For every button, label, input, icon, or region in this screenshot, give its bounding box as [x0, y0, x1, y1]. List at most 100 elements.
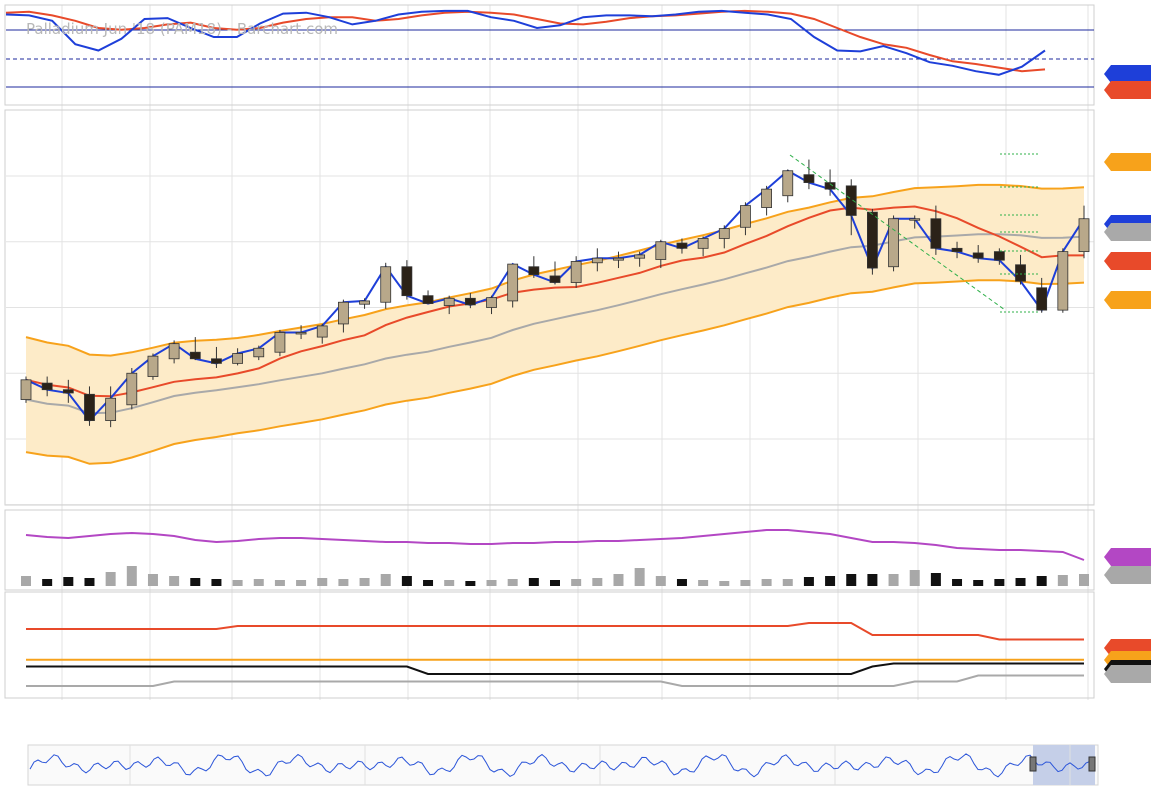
fibonacci-retracement — [789, 153, 1040, 313]
volume-bar — [21, 576, 31, 586]
value-badge — [1104, 153, 1151, 171]
volume-bar — [846, 574, 857, 586]
volume-bar — [655, 576, 666, 586]
cot-panel[interactable] — [26, 622, 1084, 687]
volume-bar — [592, 578, 603, 586]
volume-bar — [190, 578, 201, 586]
price-panel[interactable] — [20, 159, 1090, 465]
candle — [20, 379, 32, 400]
volume-bar — [507, 579, 518, 586]
volume-bar — [613, 574, 624, 586]
candle — [549, 275, 561, 283]
stochastic-panel[interactable] — [5, 9, 1094, 88]
candle — [62, 389, 74, 394]
candle — [422, 295, 434, 304]
volume-bar — [274, 580, 285, 586]
candle — [740, 205, 751, 228]
volume-bar — [63, 577, 74, 586]
volume-bar — [909, 570, 920, 586]
panel-border — [4, 591, 1095, 699]
value-badge — [1104, 223, 1151, 241]
volume-bar — [1015, 578, 1026, 586]
candle — [126, 372, 138, 406]
panel-borders — [4, 4, 1095, 699]
volume-bar — [1036, 576, 1047, 586]
cot-other — [26, 674, 1084, 687]
volume-bar — [825, 576, 836, 586]
volume-bar — [740, 580, 751, 586]
volume-bar — [317, 578, 328, 586]
volume-bar — [994, 579, 1005, 586]
volume-bar — [867, 574, 878, 586]
volume-bar — [147, 574, 158, 586]
value-badge — [1104, 566, 1151, 584]
candle — [401, 266, 413, 297]
candle — [930, 218, 942, 249]
candle — [697, 238, 709, 249]
panel-border — [4, 109, 1095, 506]
candle — [845, 185, 857, 216]
bollinger-band-fill — [26, 184, 1084, 464]
volume-bar — [126, 566, 137, 586]
candle — [951, 247, 963, 253]
volume-bar — [444, 580, 455, 586]
volume-bar — [232, 580, 243, 586]
candle — [782, 170, 794, 197]
volume-bar — [42, 579, 53, 586]
value-badges — [1104, 65, 1151, 683]
candle — [105, 397, 117, 421]
volume-bar — [105, 572, 116, 586]
candle — [613, 257, 624, 261]
value-badge — [1104, 665, 1151, 683]
stochastic-k-line — [5, 9, 1046, 76]
candle — [1015, 264, 1026, 282]
volume-bar — [571, 579, 582, 586]
candle — [888, 218, 899, 268]
candle — [189, 351, 201, 360]
moving-average-slow — [25, 233, 1085, 415]
cot-commercials — [26, 662, 1084, 675]
navigator-frame — [27, 744, 1099, 786]
volume-bar — [169, 576, 180, 586]
volume-bar — [253, 579, 264, 586]
candle — [464, 297, 476, 306]
volume-bar — [486, 580, 497, 586]
moving-average-mid — [25, 205, 1084, 398]
time-navigator[interactable] — [27, 744, 1099, 786]
volume-bar — [973, 580, 984, 586]
candle — [972, 252, 984, 259]
candle — [824, 182, 836, 190]
candle — [993, 251, 1005, 261]
volume-bar — [1057, 575, 1068, 586]
candle — [443, 297, 455, 306]
volume-bar — [550, 580, 560, 586]
candle — [211, 358, 222, 364]
candle — [316, 325, 328, 338]
volume-panel[interactable] — [21, 529, 1089, 586]
candle — [591, 257, 603, 264]
chart-title: Palladium Jun '18 (PAM18) - Barchart.com — [26, 20, 338, 38]
candle — [909, 218, 921, 221]
value-badge — [1104, 291, 1151, 309]
volume-bar — [423, 580, 434, 586]
panel-border — [4, 4, 1095, 106]
value-badge — [1104, 65, 1151, 83]
navigator-line — [29, 753, 1095, 778]
candle — [867, 211, 878, 269]
candle — [1036, 287, 1048, 311]
volume-bar — [84, 578, 95, 586]
candle — [761, 188, 772, 208]
candle — [380, 266, 392, 303]
volume-bar — [1079, 574, 1089, 586]
panel-border — [4, 509, 1095, 591]
candle — [803, 174, 815, 183]
volume-bar — [211, 579, 222, 586]
candle — [718, 228, 730, 239]
bollinger-lower — [25, 279, 1085, 465]
volume-bar — [803, 577, 814, 586]
candle — [528, 266, 540, 276]
volume-bar — [528, 578, 539, 586]
volume-bar — [782, 579, 793, 586]
volume-bar — [338, 579, 349, 586]
candle — [359, 300, 370, 305]
